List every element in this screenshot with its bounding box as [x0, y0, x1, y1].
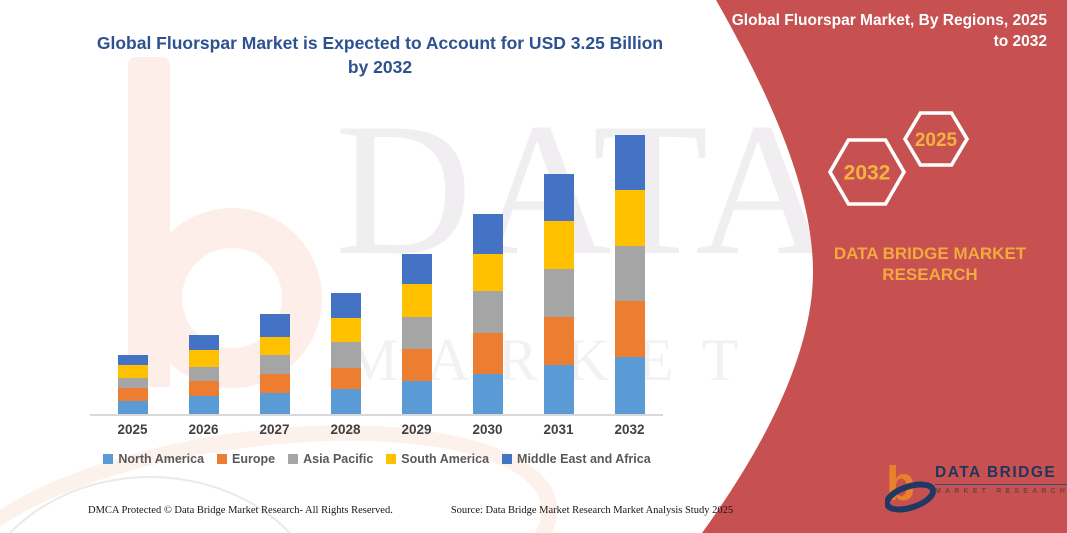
bar-segment-2031-north-america — [543, 365, 574, 414]
legend-swatch-icon — [386, 454, 397, 464]
bar-segment-2028-asia-pacific — [330, 341, 361, 368]
legend-item-middle-east-and-africa: Middle East and Africa — [502, 452, 651, 466]
x-axis-line — [90, 414, 663, 416]
bar-segment-2032-middle-east-and-africa — [614, 134, 645, 191]
legend-label: South America — [401, 452, 490, 466]
legend-label: Asia Pacific — [303, 452, 374, 466]
bar-segment-2029-south-america — [401, 284, 432, 317]
panel-heading: Global Fluorspar Market, By Regions, 202… — [731, 12, 1047, 50]
bar-segment-2026-europe — [188, 381, 219, 396]
x-axis-label-2032: 2032 — [614, 422, 645, 437]
footer-dmca-text: DMCA Protected © Data Bridge Market Rese… — [88, 505, 393, 516]
bar-2028 — [330, 292, 361, 414]
x-axis-label-2026: 2026 — [188, 422, 219, 437]
x-axis-label-2025: 2025 — [117, 422, 148, 437]
bar-segment-2028-north-america — [330, 389, 361, 414]
bar-segment-2025-north-america — [117, 401, 148, 414]
bar-segment-2025-europe — [117, 388, 148, 402]
plot-area — [90, 130, 663, 414]
bar-segment-2030-middle-east-and-africa — [472, 213, 503, 255]
bar-segment-2031-middle-east-and-africa — [543, 174, 574, 222]
legend-swatch-icon — [502, 454, 513, 464]
legend-item-europe: Europe — [217, 452, 275, 466]
bar-segment-2029-north-america — [401, 381, 432, 414]
legend-item-south-america: South America — [386, 452, 489, 466]
bar-segment-2032-north-america — [614, 357, 645, 414]
chart-title: Global Fluorspar Market is Expected to A… — [96, 33, 664, 77]
bar-2031 — [543, 174, 574, 414]
x-axis-label-2030: 2030 — [472, 422, 503, 437]
bar-segment-2028-europe — [330, 367, 361, 390]
x-axis-label-2028: 2028 — [330, 422, 361, 437]
bar-segment-2026-south-america — [188, 350, 219, 367]
bar-2032 — [614, 134, 645, 414]
bar-segment-2031-europe — [543, 316, 574, 365]
data-bridge-logo: b DATA BRIDGE MARKET RESEARCH — [885, 456, 1067, 516]
legend-swatch-icon — [103, 454, 114, 464]
legend-label: Middle East and Africa — [517, 452, 651, 466]
stacked-bar-chart: 2025 2026 2027 2028 2029 2030 2031 2032 — [90, 130, 663, 440]
bar-segment-2027-middle-east-and-africa — [259, 314, 290, 337]
bar-segment-2030-south-america — [472, 254, 503, 292]
bar-segment-2030-north-america — [472, 373, 503, 414]
logo-sub-text: MARKET RESEARCH — [935, 488, 1067, 495]
bar-segment-2030-asia-pacific — [472, 291, 503, 334]
bar-2026 — [188, 334, 219, 414]
hexagon-2032-label: 2032 — [844, 162, 891, 185]
bar-segment-2026-north-america — [188, 395, 219, 414]
bar-2030 — [472, 213, 503, 414]
x-axis-label-2031: 2031 — [543, 422, 574, 437]
bar-segment-2026-middle-east-and-africa — [188, 334, 219, 351]
bar-segment-2028-middle-east-and-africa — [330, 292, 361, 318]
chart-legend: North America Europe Asia Pacific South Ame… — [88, 452, 666, 466]
bar-2025 — [117, 354, 148, 414]
hexagon-2032-outline — [827, 138, 907, 206]
bar-segment-2032-europe — [614, 301, 645, 358]
bar-segment-2032-south-america — [614, 190, 645, 247]
bar-segment-2029-asia-pacific — [401, 316, 432, 349]
legend-label: North America — [118, 452, 205, 466]
bar-segment-2029-europe — [401, 348, 432, 382]
bar-segment-2031-south-america — [543, 221, 574, 269]
legend-label: Europe — [232, 452, 276, 466]
hexagon-2025-label: 2025 — [915, 130, 958, 151]
logo-brand-text: DATA BRIDGE — [935, 464, 1067, 485]
bar-segment-2027-north-america — [259, 392, 290, 414]
data-bridge-logo-b-icon: b — [885, 458, 937, 513]
x-axis-label-2029: 2029 — [401, 422, 432, 437]
bar-segment-2027-south-america — [259, 336, 290, 355]
footer: DMCA Protected © Data Bridge Market Rese… — [88, 505, 733, 516]
year-hexagons: 2032 2025 — [827, 111, 970, 206]
legend-swatch-icon — [217, 454, 228, 464]
x-axis-label-2027: 2027 — [259, 422, 290, 437]
panel-brand-text: DATA BRIDGE MARKET RESEARCH — [833, 244, 1027, 285]
legend-item-north-america: North America — [103, 452, 204, 466]
bar-segment-2025-south-america — [117, 365, 148, 378]
legend-swatch-icon — [288, 454, 299, 464]
bar-segment-2027-asia-pacific — [259, 354, 290, 375]
bar-segment-2025-asia-pacific — [117, 377, 148, 389]
legend-item-asia-pacific: Asia Pacific — [288, 452, 373, 466]
bar-2027 — [259, 314, 290, 414]
footer-source-text: Source: Data Bridge Market Research Mark… — [450, 505, 734, 516]
bar-segment-2031-asia-pacific — [543, 268, 574, 317]
bar-segment-2032-asia-pacific — [614, 246, 645, 302]
bar-2029 — [401, 254, 432, 414]
bar-segment-2028-south-america — [330, 317, 361, 342]
bar-segment-2025-middle-east-and-africa — [117, 354, 148, 366]
bar-segment-2030-europe — [472, 333, 503, 374]
bar-segment-2029-middle-east-and-africa — [401, 254, 432, 285]
hexagon-2025-outline — [902, 111, 970, 167]
bar-segment-2027-europe — [259, 374, 290, 393]
bar-segment-2026-asia-pacific — [188, 366, 219, 382]
